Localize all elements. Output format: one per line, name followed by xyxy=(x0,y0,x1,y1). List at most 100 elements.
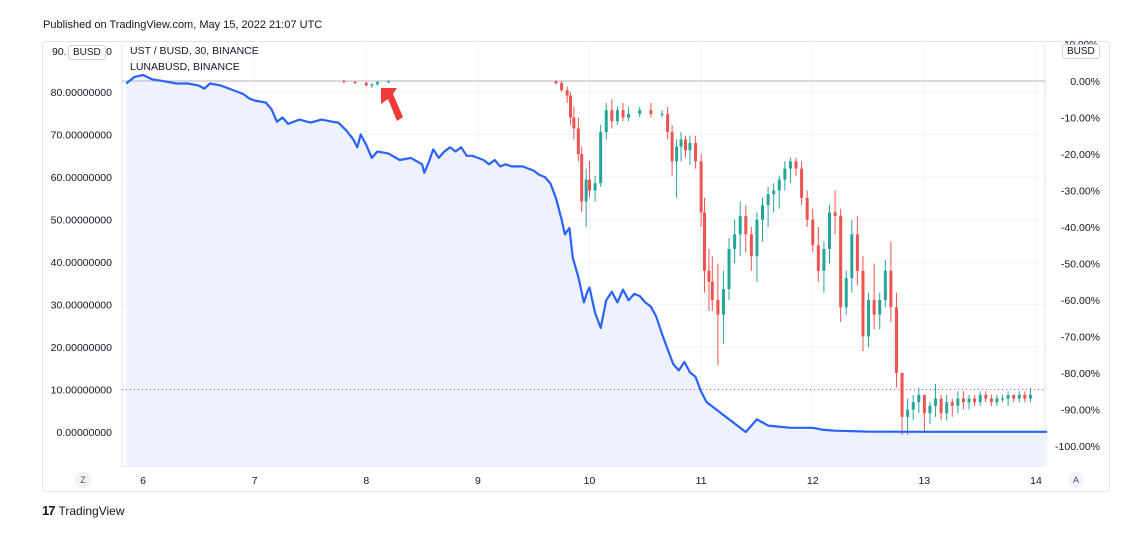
legend-ust[interactable]: UST / BUSD, 30, BINANCE xyxy=(130,45,259,57)
right-axis-ticks: 0.00% -10.00% -20.00% -30.00% -40.00% -50.00%… xyxy=(1055,40,1100,453)
ust-candles xyxy=(342,79,1032,436)
candle-body xyxy=(638,110,642,114)
candle-body xyxy=(627,113,631,118)
left-unit-badge: BUSD xyxy=(68,45,106,60)
candle-body xyxy=(1023,394,1027,399)
candle-body xyxy=(1012,394,1016,399)
right-tick-label: -30.00% xyxy=(1061,186,1100,198)
candle-body xyxy=(694,143,698,162)
candle-body xyxy=(670,132,674,162)
luna-area xyxy=(126,75,1048,466)
left-tick-label: 40.00000000 xyxy=(51,257,112,269)
candle-body xyxy=(934,398,938,406)
candle-body xyxy=(702,212,706,271)
candle-body xyxy=(900,373,904,417)
right-unit-badge: BUSD xyxy=(1062,44,1100,59)
candle-body xyxy=(569,95,573,118)
right-tick-label: -10.00% xyxy=(1061,113,1100,125)
time-tick-label: 12 xyxy=(807,475,819,487)
candle-body xyxy=(707,270,711,282)
candle-body xyxy=(894,307,898,373)
candle-body xyxy=(816,245,820,271)
candle-body xyxy=(855,234,859,271)
right-tick-label: 0.00% xyxy=(1070,76,1100,88)
candle-body xyxy=(660,113,664,115)
left-tick-label: 70.00000000 xyxy=(51,130,112,142)
candle-body xyxy=(576,128,580,154)
candle-body xyxy=(928,405,932,414)
right-tick-label: -20.00% xyxy=(1061,149,1100,161)
time-tick-label: 7 xyxy=(252,475,258,487)
candle-body xyxy=(861,270,865,337)
candle-body xyxy=(1001,398,1005,400)
right-tick-label: -70.00% xyxy=(1061,332,1100,344)
luna-area-fill xyxy=(126,75,1048,466)
time-tick-label: 13 xyxy=(919,475,931,487)
candle-body xyxy=(788,161,792,169)
luna-line-path xyxy=(125,73,1048,434)
candle-body xyxy=(375,82,379,85)
candle-body xyxy=(370,84,374,86)
time-tick-label: 6 xyxy=(140,475,146,487)
candle-body xyxy=(353,82,357,84)
candle-body xyxy=(827,212,831,249)
candle-body xyxy=(1006,394,1010,399)
candle-body xyxy=(917,394,921,403)
candle-body xyxy=(749,234,753,257)
candle-body xyxy=(387,81,391,83)
candle-body xyxy=(588,179,591,191)
left-tick-label: 20.00000000 xyxy=(51,342,112,354)
zoom-button[interactable]: Z xyxy=(75,472,91,488)
candle-body xyxy=(883,270,887,300)
brand-name: TradingView xyxy=(58,503,125,518)
left-tick-label: 50.00000000 xyxy=(51,215,112,227)
candle-body xyxy=(984,394,988,399)
time-tick-label: 8 xyxy=(363,475,369,487)
candle-body xyxy=(967,398,971,403)
luna-line xyxy=(125,73,1048,434)
candle-body xyxy=(554,81,558,84)
legend-luna[interactable]: LUNABUSD, BINANCE xyxy=(130,61,240,73)
candle-body xyxy=(950,402,954,406)
candle-body xyxy=(783,168,787,180)
candle-body xyxy=(584,179,588,202)
left-axis-ticks: 80.00000000 70.00000000 60.00000000 50.0000… xyxy=(51,46,112,439)
candle-body xyxy=(560,83,564,91)
candle-body xyxy=(844,278,848,308)
time-tick-label: 11 xyxy=(696,475,707,487)
candle-body xyxy=(699,161,703,213)
candle-body xyxy=(833,212,837,217)
candle-body xyxy=(649,110,653,114)
auto-scale-button[interactable]: A xyxy=(1068,472,1084,488)
candle-body xyxy=(956,398,960,406)
candle-body xyxy=(604,110,608,133)
tradingview-brand[interactable]: 17 TradingView xyxy=(42,503,125,518)
candle-body xyxy=(978,394,982,403)
time-tick-label: 9 xyxy=(475,475,481,487)
left-tick-label: 30.00000000 xyxy=(51,300,112,312)
left-tick-label: 0.00000000 xyxy=(57,427,113,439)
right-tick-label: -100.00% xyxy=(1055,441,1100,453)
candle-body xyxy=(989,398,993,403)
candle-body xyxy=(1028,394,1032,399)
candle-body xyxy=(811,219,815,246)
candle-body xyxy=(580,154,584,202)
candle-body xyxy=(889,270,893,308)
annotation-arrow xyxy=(381,88,403,121)
left-tick-label: 60.00000000 xyxy=(51,172,112,184)
candle-body xyxy=(906,409,910,417)
candle-body xyxy=(572,117,576,129)
candle-body xyxy=(839,216,843,308)
candle-body xyxy=(761,205,765,220)
candle-body xyxy=(794,161,798,169)
candle-body xyxy=(822,248,826,271)
candle-body xyxy=(710,281,714,300)
candle-body xyxy=(922,394,926,414)
candle-body xyxy=(1017,394,1021,399)
candle-body xyxy=(945,402,949,414)
candle-body xyxy=(666,113,670,133)
candle-body xyxy=(973,398,977,403)
candle-body xyxy=(615,110,619,122)
candle-body xyxy=(777,179,781,191)
